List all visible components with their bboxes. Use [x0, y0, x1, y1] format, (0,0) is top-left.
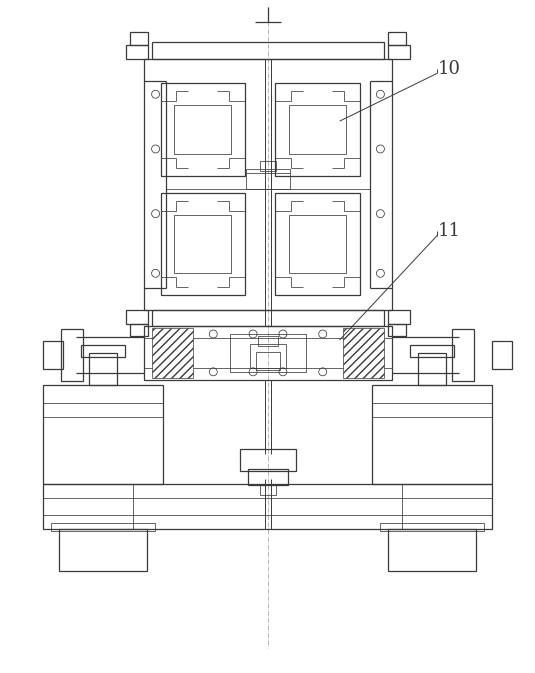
Bar	[289, 215, 346, 273]
Bar	[174, 215, 231, 273]
Bar	[43, 385, 163, 485]
Bar	[388, 310, 410, 324]
Bar	[126, 44, 148, 59]
Bar	[275, 192, 360, 295]
Bar	[81, 345, 125, 357]
Bar	[372, 385, 492, 485]
Bar	[275, 83, 360, 176]
Bar	[61, 329, 83, 381]
Bar	[43, 341, 63, 369]
Bar	[129, 32, 148, 44]
Bar	[230, 334, 306, 371]
Bar	[51, 523, 155, 531]
Bar	[256, 352, 280, 370]
Bar	[258, 336, 278, 346]
Bar	[240, 450, 296, 471]
Bar	[143, 326, 392, 380]
Bar	[151, 328, 193, 378]
Text: 10: 10	[438, 61, 461, 78]
Bar	[89, 353, 117, 385]
Bar	[151, 310, 384, 326]
Bar	[248, 469, 288, 485]
Text: 11: 11	[438, 221, 461, 240]
Bar	[388, 44, 410, 59]
Bar	[143, 59, 392, 310]
Bar	[250, 344, 286, 368]
Bar	[160, 192, 245, 295]
Bar	[260, 161, 276, 171]
Bar	[380, 523, 484, 531]
Bar	[129, 324, 148, 336]
Bar	[260, 485, 276, 495]
Bar	[59, 529, 147, 571]
Bar	[289, 105, 346, 154]
Bar	[246, 169, 290, 188]
Bar	[151, 42, 384, 59]
Bar	[126, 310, 148, 324]
Bar	[410, 345, 454, 357]
Bar	[492, 341, 511, 369]
Bar	[160, 83, 245, 176]
Bar	[43, 485, 492, 529]
Bar	[388, 32, 406, 44]
Bar	[174, 105, 231, 154]
Bar	[342, 328, 384, 378]
Bar	[388, 529, 476, 571]
Bar	[388, 324, 406, 336]
Bar	[418, 353, 446, 385]
Bar	[452, 329, 474, 381]
